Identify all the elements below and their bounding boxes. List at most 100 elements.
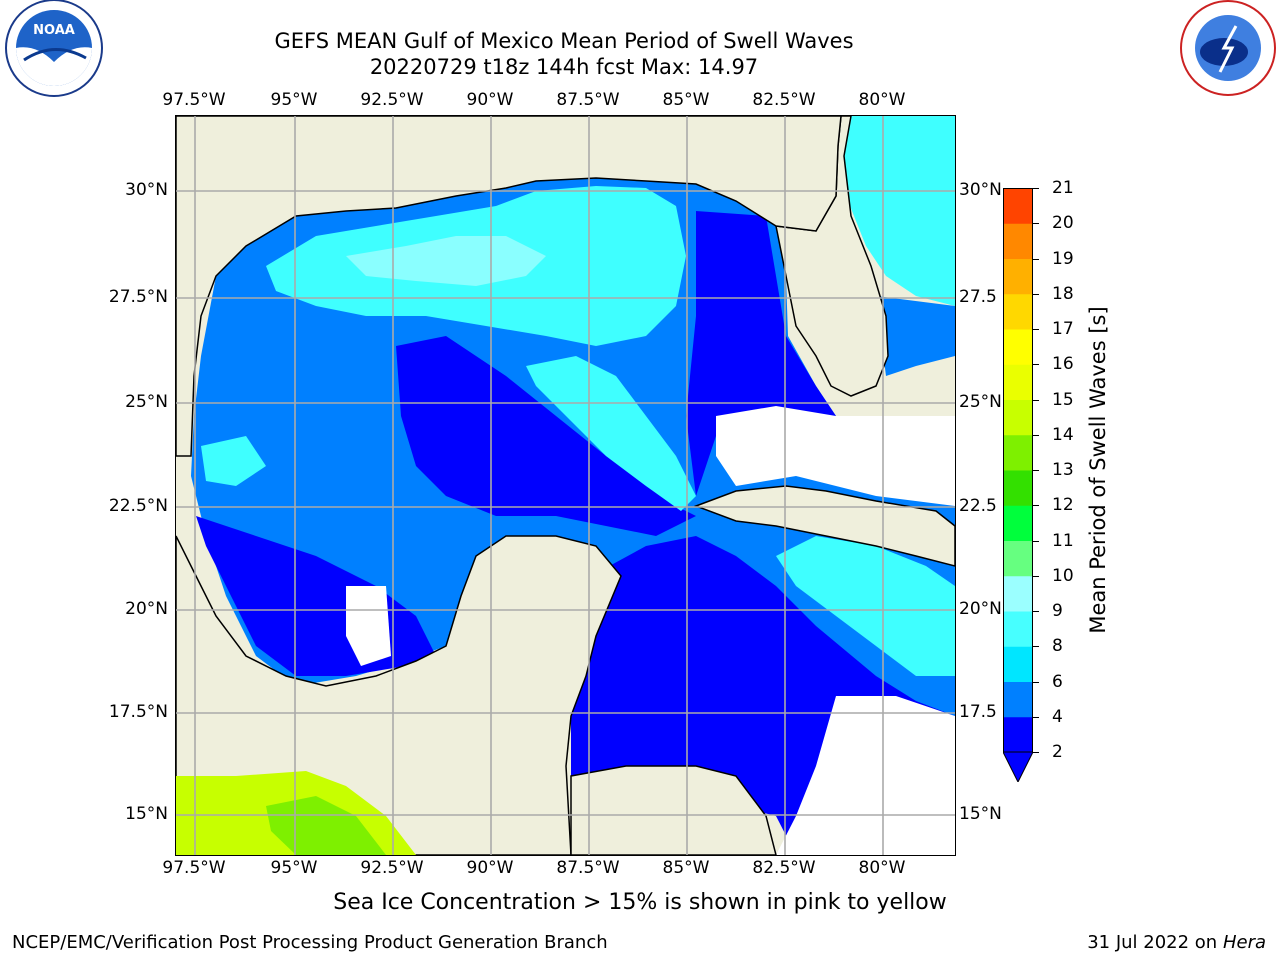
footer-machine: Hera: [1222, 932, 1266, 953]
map-frame: [175, 115, 956, 856]
colorbar-segment: [1003, 399, 1033, 436]
swell-zone-8-9: [346, 236, 546, 286]
lon-label-top: 82.5°W: [752, 90, 816, 110]
colorbar-tick-label: 14: [1052, 424, 1074, 445]
lat-label-right: 30°N: [959, 180, 1002, 200]
no-data-bay-campeche: [346, 586, 391, 666]
colorbar-tick-label: 17: [1052, 319, 1074, 339]
colorbar-segment: [1003, 258, 1033, 295]
lat-label-left: 15°N: [125, 804, 168, 824]
swell-zone-6-8-middle: [526, 356, 696, 511]
colorbar-tick-label: 15: [1052, 389, 1074, 410]
lat-label-left: 22.5°N: [108, 496, 168, 516]
colorbar-tick-mark: [1033, 434, 1039, 436]
us-coast-land: [176, 116, 842, 457]
lon-label-bottom: 92.5°W: [360, 858, 424, 878]
colorbar-tick-label: 2: [1052, 742, 1063, 762]
colorbar-tick-label: 12: [1052, 495, 1074, 516]
lon-label-top: 80°W: [858, 90, 906, 110]
colorbar-tick-label: 11: [1052, 530, 1074, 551]
lon-label-top: 85°W: [662, 90, 710, 110]
colorbar-tick-label: 20: [1052, 213, 1074, 234]
colorbar-tick-label: 21: [1052, 178, 1074, 198]
lat-label-right: 20°N: [959, 599, 1002, 619]
lon-label-top: 95°W: [270, 90, 318, 110]
swell-zone-6-8-caribbean: [776, 536, 955, 676]
lat-label-right: 15°N: [959, 804, 1002, 824]
atlantic-water-blue: [876, 296, 955, 376]
noaa-logo: NOAA: [2, 0, 106, 104]
map-plot: [176, 116, 955, 855]
sea-ice-note: Sea Ice Concentration > 15% is shown in …: [333, 890, 947, 915]
colorbar-tick-mark: [1033, 399, 1039, 401]
lon-label-top: 90°W: [466, 90, 514, 110]
lat-label-left: 17.5°N: [108, 702, 168, 722]
lon-label-bottom: 87.5°W: [556, 858, 620, 878]
colorbar-tick-label: 13: [1052, 460, 1074, 480]
colorbar-segment: [1003, 188, 1033, 224]
lat-label-left: 25°N: [125, 392, 168, 412]
colorbar-segment: [1003, 364, 1033, 400]
lon-label-bottom: 85°W: [662, 858, 710, 878]
colorbar-tick-mark: [1033, 470, 1039, 471]
nws-logo: [1176, 0, 1280, 104]
colorbar-tick-mark: [1033, 611, 1039, 612]
lat-label-right: 25°N: [959, 392, 1002, 412]
colorbar-segment: [1003, 681, 1033, 718]
lat-label-right: 27.5: [959, 287, 997, 307]
lon-label-bottom: 97.5°W: [162, 858, 226, 878]
map-grid: [176, 116, 955, 855]
colorbar-segment: [1003, 329, 1033, 365]
swell-zone-2-4-central: [396, 336, 696, 536]
atlantic-water: [838, 116, 955, 306]
lon-label-top: 97.5°W: [162, 90, 226, 110]
colorbar-segment: [1003, 223, 1033, 259]
colorbar-tick-mark: [1033, 505, 1039, 507]
colorbar: [1002, 188, 1034, 784]
lat-label-left: 27.5°N: [108, 287, 168, 307]
colorbar-tick-label: 18: [1052, 283, 1074, 304]
colorbar-tick-label: 4: [1052, 706, 1063, 727]
colorbar-tick-mark: [1033, 540, 1039, 542]
central-america-land: [570, 765, 777, 855]
colorbar-segment: [1003, 540, 1033, 577]
colorbar-tick-mark: [1033, 752, 1039, 753]
colorbar-tick-mark: [1033, 716, 1039, 718]
lon-label-bottom: 80°W: [858, 858, 906, 878]
colorbar-segment: [1003, 293, 1033, 330]
pacific-highswell-green: [266, 796, 386, 855]
colorbar-segment: [1003, 434, 1033, 471]
colorbar-tick-mark: [1033, 258, 1039, 260]
colorbar-tick-mark: [1033, 646, 1039, 648]
noaa-logo-text: NOAA: [33, 23, 75, 38]
colorbar-tick-mark: [1033, 223, 1039, 225]
colorbar-tick-mark: [1033, 329, 1039, 330]
colorbar-tick-label: 9: [1052, 601, 1063, 621]
footer-date: 31 Jul 2022 on Hera: [1087, 932, 1266, 953]
lon-label-bottom: 95°W: [270, 858, 318, 878]
colorbar-extend-arrow: [1002, 751, 1034, 784]
colorbar-tick-label: 8: [1052, 636, 1063, 657]
lon-label-bottom: 82.5°W: [752, 858, 816, 878]
footer-org: NCEP/EMC/Verification Post Processing Pr…: [12, 932, 608, 953]
colorbar-tick-mark: [1033, 575, 1039, 577]
colorbar-segment: [1003, 575, 1033, 612]
lon-label-top: 92.5°W: [360, 90, 424, 110]
lat-label-right: 17.5: [959, 702, 997, 722]
colorbar-tick-mark: [1033, 293, 1039, 295]
chart-title: GEFS MEAN Gulf of Mexico Mean Period of …: [274, 29, 854, 53]
colorbar-tick-label: 10: [1052, 565, 1074, 586]
lon-label-top: 87.5°W: [556, 90, 620, 110]
colorbar-tick-label: 19: [1052, 248, 1074, 269]
lon-label-bottom: 90°W: [466, 858, 514, 878]
colorbar-segment: [1003, 505, 1033, 541]
colorbar-segment: [1003, 646, 1033, 682]
colorbar-label: Mean Period of Swell Waves [s]: [1086, 306, 1110, 634]
colorbar-frame: [1003, 188, 1033, 753]
colorbar-tick-mark: [1033, 188, 1039, 189]
lat-label-right: 22.5: [959, 496, 997, 516]
colorbar-segment: [1003, 716, 1033, 753]
footer-date-text: 31 Jul 2022 on: [1087, 932, 1223, 953]
colorbar-tick-label: 6: [1052, 671, 1063, 692]
colorbar-tick-mark: [1033, 364, 1039, 366]
